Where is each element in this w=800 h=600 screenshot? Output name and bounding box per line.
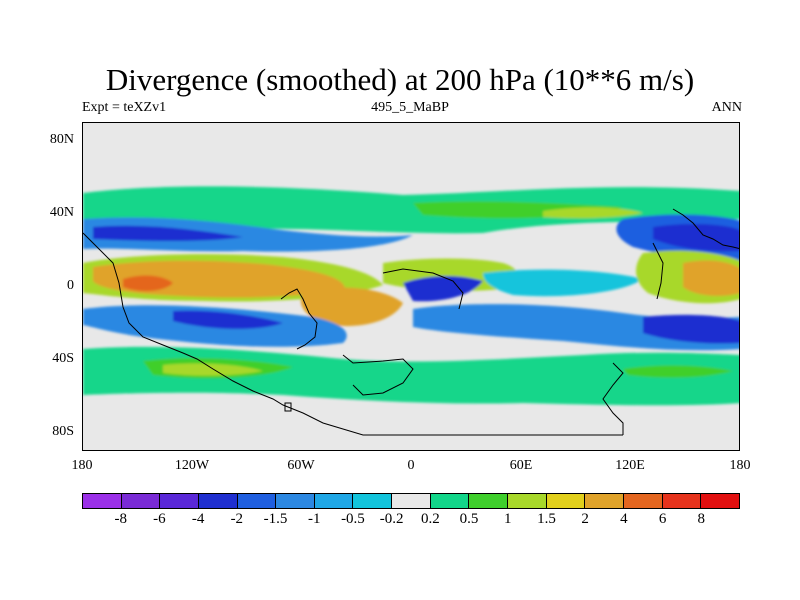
colorbar-tick-label: 8 xyxy=(697,511,706,527)
contour-south-darkblue-east xyxy=(643,314,739,344)
lon-label-60w: 60W xyxy=(287,458,315,473)
colorbar xyxy=(82,493,740,509)
contour-north-darkblue xyxy=(93,225,243,241)
colorbar-swatch xyxy=(661,493,702,509)
contour-south-east-green xyxy=(623,365,733,378)
contour-east-orange xyxy=(683,260,739,296)
contour-equator-red-west xyxy=(123,275,173,292)
colorbar-tick-label: 4 xyxy=(620,511,628,527)
colorbar-swatch xyxy=(468,493,509,509)
colorbar-tick-label: 2 xyxy=(581,511,589,527)
map-panel xyxy=(82,122,740,451)
colorbar-tick-label: -1 xyxy=(307,511,321,527)
lon-label-0: 0 xyxy=(407,458,415,473)
contour-south-darkblue-west xyxy=(173,310,283,329)
contour-north-blue xyxy=(83,217,413,252)
colorbar-tick-label: -2 xyxy=(230,511,244,527)
colorbar-swatch xyxy=(391,493,431,509)
lon-label-120e: 120E xyxy=(615,458,645,473)
colorbar-swatch xyxy=(545,493,586,509)
contour-south-yellowgreen xyxy=(163,363,263,376)
season-label: ANN xyxy=(711,100,742,115)
contour-north-green xyxy=(83,186,739,234)
colorbar-tick-label: 1.5 xyxy=(537,511,556,527)
colorbar-tick-label: -1.5 xyxy=(263,511,288,527)
coastline-antarctic-edge xyxy=(602,362,624,435)
colorbar-tick-label: -6 xyxy=(153,511,166,527)
colorbar-swatch xyxy=(197,493,238,509)
lon-label-120w: 120W xyxy=(174,458,210,473)
divergence-field-map xyxy=(83,123,739,450)
coastline-island xyxy=(284,402,292,412)
colorbar-swatch xyxy=(82,493,122,509)
coastline-indochina xyxy=(652,242,664,300)
lat-label-40n: 40N xyxy=(49,205,74,220)
run-id-label: 495_5_MaBP xyxy=(371,100,449,115)
contour-fill-group xyxy=(83,186,739,406)
colorbar-tick-label: 0.5 xyxy=(459,511,479,527)
coastline-west-africa xyxy=(382,268,464,310)
colorbar-swatch xyxy=(507,493,547,509)
colorbar-tick-label: 6 xyxy=(658,511,667,527)
colorbar-swatch xyxy=(236,493,277,509)
colorbar-tick-label: -0.5 xyxy=(341,511,365,527)
colorbar-swatch xyxy=(313,493,354,509)
colorbar-swatch xyxy=(159,493,199,509)
lat-label-80n: 80N xyxy=(49,132,74,147)
colorbar-tick-label: 0.2 xyxy=(420,511,440,527)
lat-label-0: 0 xyxy=(67,278,74,293)
lon-label-180e: 180 xyxy=(729,458,751,473)
contour-atlantic-darkblue xyxy=(403,276,483,302)
colorbar-swatch xyxy=(120,493,161,509)
colorbar-tick-label: 1 xyxy=(504,511,512,527)
contour-south-blue-east xyxy=(413,304,739,351)
contour-africa-cyan xyxy=(483,269,643,297)
contour-east-darkblue xyxy=(653,224,739,252)
coastline-east-asia xyxy=(672,208,739,250)
colorbar-swatch xyxy=(352,493,393,509)
colorbar-tick-label: -8 xyxy=(114,511,127,527)
lon-label-60e: 60E xyxy=(509,458,533,473)
coastlines xyxy=(83,208,739,436)
colorbar-swatch xyxy=(700,493,740,509)
contour-central-orange xyxy=(300,287,403,327)
coastline-americas xyxy=(83,232,623,436)
lat-label-80s: 80S xyxy=(52,424,74,439)
plot-title: Divergence (smoothed) at 200 hPa (10**6 … xyxy=(105,62,695,97)
colorbar-swatch xyxy=(275,493,315,509)
coastline-central-america xyxy=(280,288,318,350)
coastline-southern-africa xyxy=(342,354,414,396)
lat-label-40s: 40S xyxy=(52,351,74,366)
colorbar-tick-label: -0.2 xyxy=(379,511,404,527)
colorbar-swatch xyxy=(429,493,470,509)
lon-label-180w: 180 xyxy=(71,458,93,473)
colorbar-swatch xyxy=(584,493,624,509)
colorbar-swatch xyxy=(622,493,663,509)
experiment-label: Expt = teXZv1 xyxy=(82,100,167,115)
contour-north-yellowgreen xyxy=(543,207,643,219)
colorbar-tick-label: -4 xyxy=(191,511,205,527)
